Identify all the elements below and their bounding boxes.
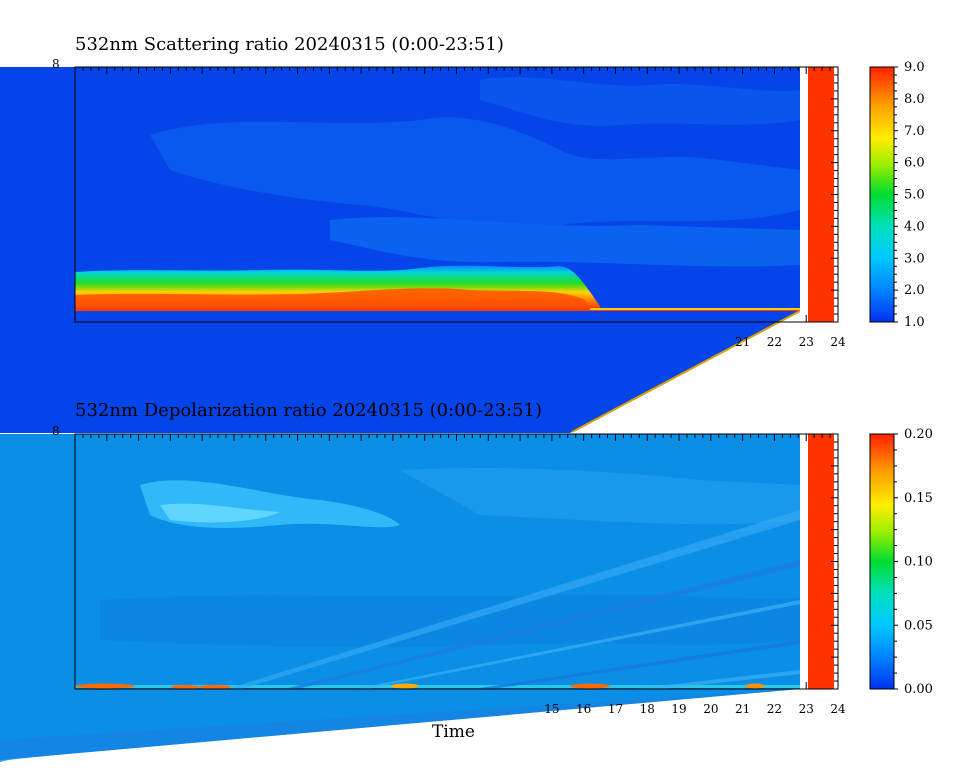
colorbar-label: 7.0 xyxy=(904,124,925,139)
colorbar-label: 0.00 xyxy=(904,682,933,697)
panel-2-top-ticks xyxy=(74,434,839,689)
panel-1-layer-core xyxy=(75,288,590,308)
panel-1-x-tick-labels: 21 22 23 24 xyxy=(735,335,846,349)
panel-1-clip-edge xyxy=(571,310,801,433)
colorbar-2: 0.00 0.05 0.10 0.15 0.20 xyxy=(869,427,933,697)
x-tick-label: 18 xyxy=(640,702,655,716)
panel-1-top-ticks xyxy=(74,67,839,322)
panel-1-title: 532nm Scattering ratio 20240315 (0:00-23… xyxy=(75,34,504,55)
x-tick-label: 16 xyxy=(576,702,591,716)
colorbar-1-gradient xyxy=(869,66,895,323)
x-tick-label: 23 xyxy=(799,702,814,716)
x-tick-label: 24 xyxy=(830,335,846,349)
panel-1-clip-corner xyxy=(570,312,850,433)
colorbar-label: 0.20 xyxy=(904,427,933,442)
colorbar-label: 6.0 xyxy=(904,156,925,171)
x-tick-label: 21 xyxy=(735,702,750,716)
panel-depolarization: 532nm Depolarization ratio 20240315 (0:0… xyxy=(0,400,933,762)
colorbar-2-labels: 0.00 0.05 0.10 0.15 0.20 xyxy=(894,427,933,697)
panel-scattering: 532nm Scattering ratio 20240315 (0:00-23… xyxy=(0,34,925,433)
x-tick-label: 23 xyxy=(799,335,814,349)
colorbar-2-gradient xyxy=(869,433,895,690)
colorbar-label: 9.0 xyxy=(904,60,925,75)
panel-2-title: 532nm Depolarization ratio 20240315 (0:0… xyxy=(75,400,542,421)
colorbar-label: 2.0 xyxy=(904,283,925,298)
x-tick-label: 17 xyxy=(608,702,623,716)
x-tick-label: 24 xyxy=(830,702,846,716)
panel-1-ground-line xyxy=(75,308,800,311)
panel-1-y-top-label: 8 xyxy=(52,57,60,71)
colorbar-label: 4.0 xyxy=(904,219,925,234)
colorbar-label: 8.0 xyxy=(904,92,925,107)
panel-2-depol-spots xyxy=(75,683,765,689)
x-axis-label: Time xyxy=(432,722,475,742)
colorbar-1: 1.0 2.0 3.0 4.0 5.0 6.0 7.0 8.0 9.0 xyxy=(869,60,925,330)
x-tick-label: 20 xyxy=(703,702,718,716)
panel-2-late-block xyxy=(808,434,834,689)
colorbar-label: 0.10 xyxy=(904,555,933,570)
x-tick-label: 22 xyxy=(767,702,782,716)
panel-2-lower-spill-band xyxy=(0,689,800,760)
panel-2-background xyxy=(0,434,800,689)
panel-2-field xyxy=(100,468,800,648)
x-tick-label: 22 xyxy=(767,335,782,349)
panel-2-right-ticks xyxy=(831,433,838,690)
x-tick-label: 19 xyxy=(671,702,686,716)
panel-1-late-block xyxy=(808,67,834,322)
panel-1-data-gap xyxy=(800,67,808,322)
panel-1-right-ticks xyxy=(831,66,838,323)
panel-2-data-gap xyxy=(800,434,808,689)
panel-2-x-tick-labels: 15 16 17 18 19 20 21 22 23 24 xyxy=(544,702,846,716)
colorbar-label: 1.0 xyxy=(904,315,925,330)
colorbar-label: 5.0 xyxy=(904,188,925,203)
panel-1-aerosol-field xyxy=(150,77,800,267)
panel-1-thin-layer xyxy=(590,308,800,310)
colorbar-label: 0.15 xyxy=(904,491,933,506)
panel-2-ground-line xyxy=(75,685,800,688)
panel-2-y-top-label: 8 xyxy=(52,424,60,438)
colorbar-1-labels: 1.0 2.0 3.0 4.0 5.0 6.0 7.0 8.0 9.0 xyxy=(894,60,925,330)
x-tick-label: 21 xyxy=(735,335,750,349)
colorbar-label: 0.05 xyxy=(904,618,933,633)
x-tick-label: 15 xyxy=(544,702,559,716)
colorbar-label: 3.0 xyxy=(904,251,925,266)
